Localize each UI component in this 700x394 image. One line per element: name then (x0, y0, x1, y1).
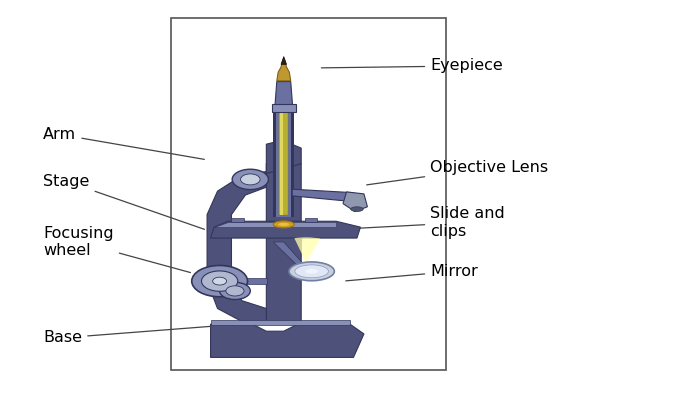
Circle shape (226, 286, 244, 296)
Bar (272, 104, 295, 112)
Polygon shape (292, 189, 354, 202)
Bar (237, 278, 267, 284)
Circle shape (192, 266, 248, 297)
Polygon shape (266, 140, 301, 173)
Bar (232, 218, 244, 222)
Ellipse shape (273, 221, 294, 228)
Ellipse shape (351, 207, 363, 212)
Polygon shape (274, 82, 293, 109)
Bar (281, 111, 284, 216)
Ellipse shape (277, 223, 290, 226)
Ellipse shape (295, 265, 328, 278)
Ellipse shape (289, 262, 335, 281)
Bar (291, 109, 294, 217)
Text: Stage: Stage (43, 174, 204, 229)
Polygon shape (281, 57, 286, 64)
Bar (273, 109, 276, 217)
Polygon shape (211, 221, 360, 238)
Polygon shape (266, 148, 301, 324)
Bar (276, 109, 291, 217)
Polygon shape (211, 320, 350, 325)
Circle shape (202, 271, 238, 291)
Bar (290, 269, 312, 274)
Polygon shape (207, 171, 266, 323)
Polygon shape (211, 324, 364, 357)
Text: Base: Base (43, 326, 211, 345)
Text: Mirror: Mirror (346, 264, 478, 281)
Text: Objective Lens: Objective Lens (367, 160, 548, 185)
Circle shape (241, 174, 260, 185)
Text: Arm: Arm (43, 127, 204, 159)
Ellipse shape (305, 269, 318, 274)
Wedge shape (294, 237, 320, 263)
Polygon shape (276, 58, 290, 81)
Circle shape (220, 282, 251, 299)
Bar (171, 18, 446, 370)
Bar (279, 111, 288, 216)
Text: Eyepiece: Eyepiece (321, 58, 503, 73)
Polygon shape (343, 192, 368, 212)
Circle shape (232, 169, 268, 190)
Text: Slide and
clips: Slide and clips (360, 206, 505, 239)
Text: Focusing
wheel: Focusing wheel (43, 226, 190, 273)
Polygon shape (273, 242, 308, 269)
Bar (304, 218, 317, 222)
Polygon shape (214, 222, 336, 227)
Circle shape (213, 277, 227, 285)
